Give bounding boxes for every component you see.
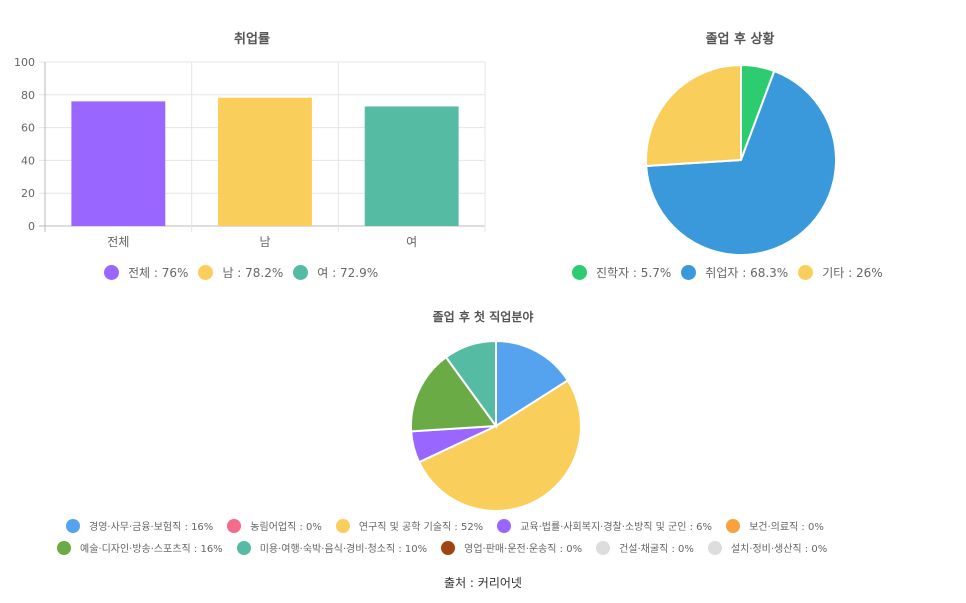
legend-swatch	[236, 540, 251, 555]
bar-2[interactable]	[218, 97, 312, 226]
legend-item[interactable]: 예술·디자인·방송·스포츠직 : 16%	[57, 540, 223, 555]
legend-item[interactable]: 농림어업직 : 0%	[227, 518, 322, 533]
legend-swatch	[497, 518, 512, 533]
legend-label: 진학자 : 5.7%	[596, 266, 672, 280]
first-job-field-title: 졸업 후 첫 직업분야	[432, 310, 534, 324]
after-graduation-status-pie-chart	[645, 63, 837, 256]
legend-label: 교육·법률·사회복지·경찰·소방직 및 군인 : 6%	[520, 522, 713, 533]
after-graduation-status-title: 졸업 후 상황	[705, 32, 775, 47]
source-note: 출처 : 커리어넷	[444, 576, 522, 590]
legend-label: 미용·여행·숙박·음식·경비·청소직 : 10%	[259, 544, 428, 555]
legend-label: 여 : 72.9%	[317, 266, 379, 280]
legend-label: 건설·채굴직 : 0%	[619, 544, 694, 555]
employment-rate-legend: 전체 : 76% 남 : 78.2% 여 : 72.9%	[104, 264, 388, 281]
x-tick-label: 남	[259, 235, 270, 249]
y-tick-label: 100	[14, 56, 35, 69]
legend-item[interactable]: 전체 : 76%	[104, 264, 188, 281]
legend-swatch	[798, 265, 814, 280]
legend-swatch	[726, 518, 741, 533]
legend-swatch	[227, 518, 242, 533]
legend-item[interactable]: 경영·사무·금융·보험직 : 16%	[66, 518, 213, 533]
legend-label: 남 : 78.2%	[222, 266, 284, 280]
employment-rate-bar-chart: 0 20 40 60 80 100 전체 남 여	[14, 56, 486, 249]
legend-item[interactable]: 진학자 : 5.7%	[572, 264, 671, 281]
legend-item[interactable]: 남 : 78.2%	[198, 264, 283, 281]
x-tick-label: 전체	[107, 235, 129, 249]
legend-label: 보건·의료직 : 0%	[749, 522, 824, 533]
bar-1[interactable]	[71, 101, 166, 226]
legend-swatch	[572, 265, 587, 280]
legend-swatch	[198, 265, 214, 280]
legend-swatch	[681, 265, 697, 280]
legend-swatch	[441, 540, 456, 555]
legend-swatch	[596, 540, 611, 555]
after-graduation-status-legend: 진학자 : 5.7% 취업자 : 68.3% 기타 : 26%	[572, 264, 893, 281]
legend-label: 전체 : 76%	[128, 266, 189, 280]
pie-slice-3[interactable]	[645, 63, 742, 168]
y-tick-label: 80	[21, 89, 35, 102]
legend-label: 농림어업직 : 0%	[250, 522, 322, 533]
pie-slice-2[interactable]	[645, 69, 837, 256]
legend-swatch	[335, 518, 350, 533]
employment-rate-title: 취업률	[234, 32, 270, 47]
y-tick-label: 60	[21, 122, 35, 135]
legend-label: 예술·디자인·방송·스포츠직 : 16%	[80, 544, 223, 555]
first-job-field-legend-row-1: 경영·사무·금융·보험직 : 16% 농림어업직 : 0% 연구직 및 공학 기술직…	[66, 518, 838, 533]
y-tick-label: 40	[21, 154, 35, 167]
legend-swatch	[707, 540, 722, 555]
y-tick-label: 20	[21, 187, 35, 200]
legend-item[interactable]: 기타 : 26%	[798, 264, 883, 281]
legend-item[interactable]: 건설·채굴직 : 0%	[596, 540, 694, 555]
legend-item[interactable]: 영업·판매·운전·운송직 : 0%	[441, 540, 582, 555]
legend-item[interactable]: 교육·법률·사회복지·경찰·소방직 및 군인 : 6%	[497, 518, 712, 533]
pie-slice-3[interactable]	[417, 379, 582, 512]
legend-label: 영업·판매·운전·운송직 : 0%	[464, 544, 583, 555]
y-tick-label: 0	[28, 220, 35, 233]
legend-label: 연구직 및 공학 기술직 : 52%	[358, 522, 484, 533]
legend-item[interactable]: 설치·정비·생산직 : 0%	[707, 540, 828, 555]
bar-3[interactable]	[364, 106, 459, 226]
legend-label: 기타 : 26%	[822, 266, 883, 280]
legend-item[interactable]: 취업자 : 68.3%	[681, 264, 788, 281]
legend-item[interactable]: 연구직 및 공학 기술직 : 52%	[335, 518, 484, 533]
legend-label: 경영·사무·금융·보험직 : 16%	[89, 522, 214, 533]
pie-slice-1[interactable]	[495, 339, 570, 428]
first-job-field-pie-chart	[410, 339, 582, 512]
legend-item[interactable]: 보건·의료직 : 0%	[726, 518, 824, 533]
legend-swatch	[104, 265, 119, 280]
legend-swatch	[57, 540, 71, 555]
legend-label: 취업자 : 68.3%	[705, 266, 789, 280]
legend-item[interactable]: 여 : 72.9%	[293, 264, 378, 281]
legend-swatch	[293, 265, 309, 280]
pie-slice-6[interactable]	[410, 355, 498, 433]
pie-slice-7[interactable]	[444, 339, 497, 430]
first-job-field-legend-row-2: 예술·디자인·방송·스포츠직 : 16% 미용·여행·숙박·음식·경비·청소직 :…	[57, 540, 841, 555]
legend-item[interactable]: 미용·여행·숙박·음식·경비·청소직 : 10%	[236, 540, 428, 555]
x-tick-label: 여	[406, 235, 417, 249]
legend-swatch	[66, 518, 80, 533]
legend-label: 설치·정비·생산직 : 0%	[730, 544, 828, 555]
